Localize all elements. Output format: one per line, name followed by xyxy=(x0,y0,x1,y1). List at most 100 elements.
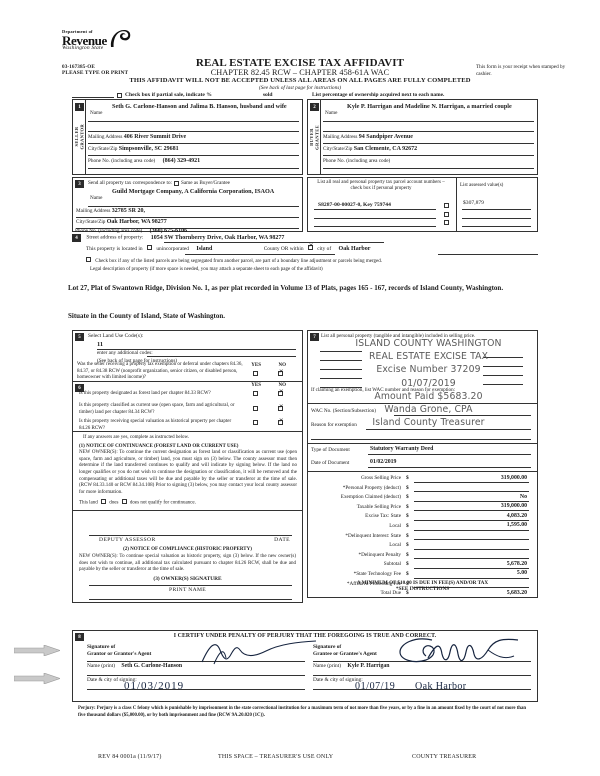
owner-signature-line[interactable] xyxy=(89,585,292,587)
print-name-label: PRINT NAME xyxy=(169,587,206,594)
logo-department-label: Department of xyxy=(62,29,93,34)
correspondence-phone-value[interactable]: (360) 675-6106 xyxy=(149,228,188,234)
calc-value[interactable]: No xyxy=(519,493,527,500)
personal-property-lines[interactable] xyxy=(320,343,362,388)
grantor-date-line[interactable] xyxy=(87,689,305,690)
seller-phone-value[interactable]: (864) 329-4921 xyxy=(162,158,201,164)
calc-value[interactable]: 319,000.00 xyxy=(500,503,527,510)
parcel-personal-property-checkbox[interactable] xyxy=(444,220,449,225)
seller-address-value[interactable]: 406 River Summit Drive xyxy=(123,134,187,140)
reason-rule-1[interactable] xyxy=(366,429,531,430)
reason-rule-2[interactable] xyxy=(311,439,531,440)
situate-value[interactable]: Situate in the County of Island, State o… xyxy=(68,312,226,320)
legal-description-value[interactable]: Lot 27, Plat of Swantown Ridge, Division… xyxy=(68,284,504,292)
continuance-block: If any answers are yes, complete as inst… xyxy=(72,432,303,512)
grantee-name-value[interactable]: Kyle P. Harrigan xyxy=(347,663,390,669)
forest-land-no-checkbox[interactable] xyxy=(278,390,283,396)
city-value[interactable]: Oak Harbor xyxy=(338,245,371,252)
forest-land-yes-checkbox[interactable] xyxy=(253,391,258,396)
correspondence-name-value[interactable]: Guild Mortgage Company, A California Cor… xyxy=(112,188,275,195)
minimum-fee-note: A MINIMUM OF $10.00 IS DUE IN FEE(S) AND… xyxy=(308,580,537,594)
partial-sale-blank[interactable] xyxy=(72,92,114,98)
form-revision: REV 84 0001a (11/9/17) xyxy=(98,754,162,760)
buyer-citystatezip-label: City/State/Zip xyxy=(323,146,353,152)
calc-value[interactable]: 1,595.00 xyxy=(506,522,527,529)
section6-yes-header: YES xyxy=(251,383,261,388)
personal-property-head: List all personal property (tangible and… xyxy=(321,333,476,339)
assessed-value-value[interactable]: $307,879 xyxy=(463,200,484,206)
correspondence-name-label: Name xyxy=(90,195,103,201)
parcel-personal-property-checkbox[interactable] xyxy=(444,203,449,208)
document-date-value[interactable]: 01/02/2019 xyxy=(370,459,397,465)
section-number-8: 8 xyxy=(75,633,84,641)
land-use-code-value[interactable]: 11 xyxy=(97,341,104,348)
section-number-6: 6 xyxy=(75,384,84,392)
calc-label: Local xyxy=(389,522,401,529)
print-name-line[interactable] xyxy=(89,599,292,601)
same-as-buyer-checkbox[interactable] xyxy=(173,180,179,186)
calc-value[interactable]: 5,683.20 xyxy=(506,589,527,596)
calc-value[interactable]: 319,000.00 xyxy=(500,474,527,481)
seller-citystatezip-value[interactable]: Simpsonville, SC 29681 xyxy=(118,146,179,152)
unincorporated-value[interactable]: Island xyxy=(196,245,213,252)
qualify-row: This land does does not qualify for cont… xyxy=(79,499,297,507)
grantor-name-value[interactable]: Seth G. Carlone-Hanson xyxy=(121,663,183,669)
partial-sale-checkbox[interactable] xyxy=(117,92,122,98)
seller-citystatezip-label: City/State/Zip xyxy=(88,146,118,152)
correspondence-citystatezip-value[interactable]: Oak Harbor, WA 98277 xyxy=(106,219,167,225)
seller-name-value[interactable]: Seth G. Carlone-Hanson and Jalima B. Han… xyxy=(112,103,287,110)
stamp-line-6: Wanda Grone, CPA xyxy=(384,403,473,415)
calc-dollar-sign: $ xyxy=(406,561,409,568)
seller-phone-label: Phone No. (including area code) xyxy=(88,158,156,164)
wac-number-rule[interactable] xyxy=(394,415,531,416)
section6-no-header: NO xyxy=(278,383,287,388)
land-use-additional-rule xyxy=(147,356,296,357)
grantor-signature-line[interactable] xyxy=(87,661,305,662)
correspondence-phone-label: Phone No. (including area code) xyxy=(75,228,143,234)
unincorporated-checkbox[interactable] xyxy=(146,245,152,250)
personal-property-section: 7 List all personal property (tangible a… xyxy=(307,330,538,428)
document-date-rule xyxy=(368,467,531,468)
seller-address-row: Mailing Address 406 River Summit Drive xyxy=(88,134,299,140)
parcel-personal-property-checkbox[interactable] xyxy=(444,212,449,217)
buyer-name-value[interactable]: Kyle P. Harrigan and Madeline N. Harriga… xyxy=(347,103,512,110)
deputy-assessor-signature-line[interactable] xyxy=(89,535,292,537)
segregated-checkbox[interactable] xyxy=(86,257,91,262)
parcel-section: List all real and personal property tax … xyxy=(307,177,538,232)
property-address-section: 4 Street address of property: 1054 SW Th… xyxy=(72,234,538,272)
stamp-line-3: Excise Number 37209 xyxy=(376,364,481,376)
grantee-signature-mark xyxy=(399,638,519,663)
qualify-pre-label: This land xyxy=(79,500,98,506)
seller-section: 1 SELLER GRANTOR Name Seth G. Carlone-Han… xyxy=(72,99,303,175)
street-address-value[interactable]: 1054 SW Thornberry Drive, Oak Harbor, WA… xyxy=(150,234,285,241)
document-type-value[interactable]: Statutory Warranty Deed xyxy=(370,446,434,452)
current-use-no-checkbox[interactable] xyxy=(278,405,283,411)
does-not-qualify-checkbox[interactable] xyxy=(121,499,127,505)
seller-phone-row: Phone No. (including area code) (864) 32… xyxy=(88,158,299,164)
grantor-name-label: Name (print) xyxy=(87,663,115,669)
calc-value[interactable]: 5.00 xyxy=(516,570,527,577)
buyer-address-row: Mailing Address 94 Sandpiper Avenue xyxy=(323,134,534,140)
calc-value[interactable]: 5,678.20 xyxy=(506,560,527,567)
exemption-yes-checkbox[interactable] xyxy=(253,371,258,376)
current-use-yes-checkbox[interactable] xyxy=(253,406,258,411)
historic-yes-checkbox[interactable] xyxy=(253,420,258,425)
correspondence-address-value[interactable]: 32785 SR 20, xyxy=(111,208,145,214)
city-checkbox[interactable] xyxy=(307,244,313,250)
buyer-address-value[interactable]: 94 Sandpiper Avenue xyxy=(358,134,413,140)
segregated-row: Check box if any of the listed parcels a… xyxy=(72,257,538,264)
does-qualify-checkbox[interactable] xyxy=(101,499,106,505)
property-location-row: This property is located in unincorporat… xyxy=(72,244,538,255)
buyer-citystatezip-value[interactable]: San Clemente, CA 92672 xyxy=(353,146,418,152)
historic-no-checkbox[interactable] xyxy=(278,419,283,425)
grantee-date-row: Date & city of signing: xyxy=(313,677,535,691)
assessor-date-label: DATE xyxy=(274,537,290,544)
parcel-number-value[interactable]: S8287-00-00027-0, Key 759744 xyxy=(318,202,391,208)
personal-property-right-lines[interactable] xyxy=(483,349,523,385)
section-6-questions: 6 YES NO Is this property designated as … xyxy=(72,382,303,432)
grantee-date-line[interactable] xyxy=(313,689,531,690)
exemption-no-checkbox[interactable] xyxy=(278,370,283,376)
correspondence-section: 3 Send all property tax correspondence t… xyxy=(72,177,303,232)
calc-row: Excise Tax: State $ 4,083.20 xyxy=(308,512,537,522)
calc-value[interactable]: 4,083.20 xyxy=(506,512,527,519)
